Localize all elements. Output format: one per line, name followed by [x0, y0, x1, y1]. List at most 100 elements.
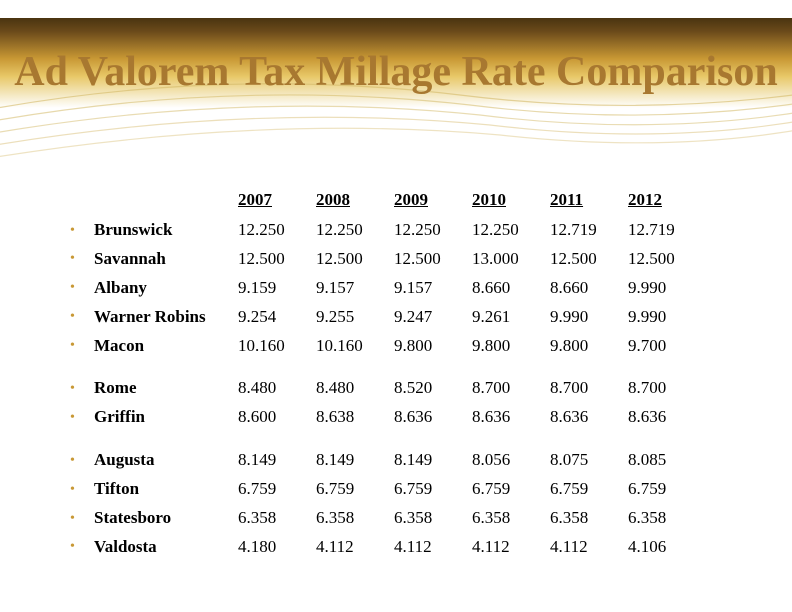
city-name: Statesboro [94, 504, 238, 533]
value-cell: 6.759 [238, 475, 316, 504]
table-row: •Brunswick12.25012.25012.25012.25012.719… [70, 216, 730, 245]
table-row: •Valdosta4.1804.1124.1124.1124.1124.106 [70, 533, 730, 562]
bullet-icon: • [70, 305, 94, 329]
bullet-icon: • [70, 535, 94, 559]
value-cell: 9.990 [550, 303, 628, 332]
bullet-icon: • [70, 377, 94, 401]
value-cell: 8.660 [550, 274, 628, 303]
year-header-2010: 2010 [472, 190, 550, 210]
value-cell: 6.358 [628, 504, 706, 533]
value-cell: 6.759 [472, 475, 550, 504]
city-name: Valdosta [94, 533, 238, 562]
value-cell: 9.157 [394, 274, 472, 303]
table-row: •Tifton6.7596.7596.7596.7596.7596.759 [70, 475, 730, 504]
value-cell: 8.149 [238, 446, 316, 475]
value-cell: 4.112 [550, 533, 628, 562]
value-cell: 8.056 [472, 446, 550, 475]
value-cell: 4.180 [238, 533, 316, 562]
value-cell: 9.990 [628, 274, 706, 303]
bullet-icon: • [70, 276, 94, 300]
value-cell: 12.500 [316, 245, 394, 274]
group-gap [70, 432, 730, 446]
table-row: •Warner Robins9.2549.2559.2479.2619.9909… [70, 303, 730, 332]
value-cell: 8.636 [394, 403, 472, 432]
value-cell: 12.250 [394, 216, 472, 245]
value-cell: 6.759 [628, 475, 706, 504]
value-cell: 4.112 [316, 533, 394, 562]
value-cell: 12.719 [628, 216, 706, 245]
value-cell: 4.112 [472, 533, 550, 562]
table-header-row: 200720082009201020112012 [70, 190, 730, 210]
value-cell: 8.636 [550, 403, 628, 432]
bullet-icon: • [70, 507, 94, 531]
value-cell: 9.800 [394, 332, 472, 361]
value-cell: 9.700 [628, 332, 706, 361]
value-cell: 6.759 [316, 475, 394, 504]
city-name: Warner Robins [94, 303, 238, 332]
value-cell: 10.160 [316, 332, 394, 361]
value-cell: 9.800 [550, 332, 628, 361]
value-cell: 6.759 [550, 475, 628, 504]
value-cell: 6.358 [394, 504, 472, 533]
value-cell: 9.157 [316, 274, 394, 303]
table-row: •Albany9.1599.1579.1578.6608.6609.990 [70, 274, 730, 303]
value-cell: 8.700 [550, 374, 628, 403]
value-cell: 8.520 [394, 374, 472, 403]
city-name: Savannah [94, 245, 238, 274]
value-cell: 8.638 [316, 403, 394, 432]
value-cell: 4.106 [628, 533, 706, 562]
value-cell: 6.358 [472, 504, 550, 533]
slide-title: Ad Valorem Tax Millage Rate Comparison [0, 48, 792, 96]
rate-table: 200720082009201020112012 •Brunswick12.25… [70, 190, 730, 562]
bullet-icon: • [70, 478, 94, 502]
value-cell: 8.700 [472, 374, 550, 403]
bullet-icon: • [70, 219, 94, 243]
value-cell: 6.759 [394, 475, 472, 504]
value-cell: 12.500 [628, 245, 706, 274]
value-cell: 8.075 [550, 446, 628, 475]
value-cell: 9.159 [238, 274, 316, 303]
value-cell: 9.261 [472, 303, 550, 332]
value-cell: 4.112 [394, 533, 472, 562]
year-header-2007: 2007 [238, 190, 316, 210]
group-gap [70, 360, 730, 374]
value-cell: 10.160 [238, 332, 316, 361]
value-cell: 12.500 [394, 245, 472, 274]
value-cell: 8.600 [238, 403, 316, 432]
value-cell: 8.636 [628, 403, 706, 432]
value-cell: 6.358 [550, 504, 628, 533]
value-cell: 13.000 [472, 245, 550, 274]
year-header-2011: 2011 [550, 190, 628, 210]
city-name: Augusta [94, 446, 238, 475]
city-name: Rome [94, 374, 238, 403]
value-cell: 8.480 [238, 374, 316, 403]
city-name: Macon [94, 332, 238, 361]
value-cell: 9.254 [238, 303, 316, 332]
year-header-2009: 2009 [394, 190, 472, 210]
header-spacer [70, 190, 238, 210]
value-cell: 12.250 [316, 216, 394, 245]
value-cell: 12.719 [550, 216, 628, 245]
value-cell: 8.636 [472, 403, 550, 432]
city-name: Albany [94, 274, 238, 303]
bullet-icon: • [70, 406, 94, 430]
value-cell: 12.250 [472, 216, 550, 245]
value-cell: 12.500 [550, 245, 628, 274]
city-name: Tifton [94, 475, 238, 504]
bullet-icon: • [70, 449, 94, 473]
value-cell: 8.660 [472, 274, 550, 303]
table-row: •Macon10.16010.1609.8009.8009.8009.700 [70, 332, 730, 361]
value-cell: 9.255 [316, 303, 394, 332]
value-cell: 9.800 [472, 332, 550, 361]
value-cell: 6.358 [238, 504, 316, 533]
table-row: •Griffin8.6008.6388.6368.6368.6368.636 [70, 403, 730, 432]
value-cell: 12.500 [238, 245, 316, 274]
table-row: •Rome8.4808.4808.5208.7008.7008.700 [70, 374, 730, 403]
value-cell: 8.700 [628, 374, 706, 403]
city-name: Griffin [94, 403, 238, 432]
value-cell: 6.358 [316, 504, 394, 533]
value-cell: 8.149 [394, 446, 472, 475]
table-row: •Savannah12.50012.50012.50013.00012.5001… [70, 245, 730, 274]
year-header-2008: 2008 [316, 190, 394, 210]
bullet-icon: • [70, 247, 94, 271]
